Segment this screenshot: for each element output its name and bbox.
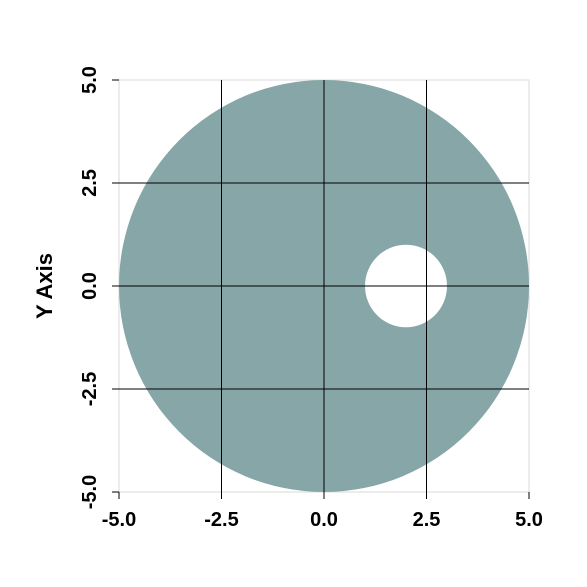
y-tick-label: -5.0: [79, 475, 101, 509]
y-tick-labels: -5.0 -2.5 0.0 2.5 5.0: [79, 66, 101, 509]
grid-lines: [119, 80, 529, 492]
x-tick-label: 5.0: [515, 509, 543, 531]
y-tick-label: -2.5: [79, 372, 101, 406]
y-tick-label: 2.5: [79, 169, 101, 197]
x-tick-label: -5.0: [102, 509, 136, 531]
y-axis-label: Y Axis: [32, 253, 57, 319]
y-tick-label: 0.0: [79, 272, 101, 300]
x-tick-label: 0.0: [310, 509, 338, 531]
tick-marks: [112, 79, 530, 499]
x-tick-label: 2.5: [413, 509, 441, 531]
x-tick-labels: -5.0 -2.5 0.0 2.5 5.0: [102, 509, 543, 531]
y-tick-label: 5.0: [79, 66, 101, 94]
x-tick-label: -2.5: [204, 509, 238, 531]
